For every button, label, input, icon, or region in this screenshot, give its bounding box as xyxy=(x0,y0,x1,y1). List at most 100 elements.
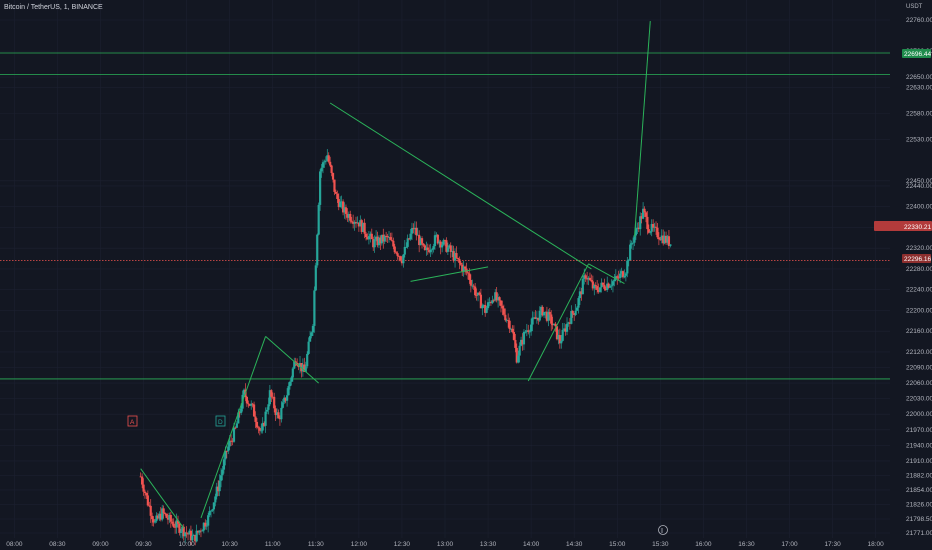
x-tick-label: 11:00 xyxy=(265,541,281,548)
candle-body xyxy=(565,323,569,332)
candle-body xyxy=(274,408,277,416)
candle-body xyxy=(664,235,668,243)
y-tick-label: 22120.00 xyxy=(906,349,932,356)
candle-body xyxy=(639,216,642,230)
candle-body xyxy=(657,237,660,240)
candle-body xyxy=(547,311,550,321)
candle-body xyxy=(637,227,640,230)
candle-body xyxy=(287,386,290,396)
candle-body xyxy=(339,201,342,208)
y-tick-label: 21854.00 xyxy=(906,487,932,494)
flag-icon[interactable] xyxy=(658,525,668,535)
candle-body xyxy=(662,235,665,244)
candle-body xyxy=(425,247,428,250)
candle-body xyxy=(300,362,303,372)
x-tick-label: 14:00 xyxy=(523,541,540,548)
candle-body xyxy=(317,204,320,235)
candle-body xyxy=(509,328,513,330)
y-tick-label: 21910.00 xyxy=(906,458,932,465)
x-tick-label: 18:00 xyxy=(868,541,885,548)
candle-body xyxy=(508,320,511,330)
y-tick-label: 22440.00 xyxy=(906,183,932,190)
candle-body xyxy=(166,517,170,520)
x-tick-label: 13:30 xyxy=(480,541,497,548)
candle-body xyxy=(327,155,330,162)
candle-body xyxy=(461,264,464,272)
candle-body xyxy=(336,193,339,199)
candle-body xyxy=(320,167,323,172)
candle-body xyxy=(321,162,325,168)
x-tick-label: 08:30 xyxy=(49,541,66,548)
candle-body xyxy=(522,331,526,345)
trade-markers: A D xyxy=(127,415,668,535)
candle-body xyxy=(303,364,306,372)
price-axis[interactable]: USDT 22760.0022700.0022650.0022630.00225… xyxy=(906,4,932,537)
candle-body xyxy=(195,530,198,542)
x-tick-label: 10:30 xyxy=(222,541,239,548)
candle-body xyxy=(192,534,195,536)
red-level-badge xyxy=(902,254,931,263)
candle-body xyxy=(354,222,358,224)
candle-body xyxy=(575,307,579,311)
y-tick-label: 22650.00 xyxy=(906,74,932,81)
candle-body xyxy=(587,277,590,280)
candle-body xyxy=(399,256,402,261)
candle-body xyxy=(397,256,401,257)
candle-body xyxy=(165,513,168,518)
time-axis[interactable]: 08:00 08:30 09:00 09:30 10:00 10:30 11:00 11:30… xyxy=(6,541,884,548)
candle-body xyxy=(527,330,530,332)
x-tick-label: 12:30 xyxy=(394,541,411,548)
candle-body xyxy=(403,246,406,255)
candle-body xyxy=(152,519,155,523)
candle-body xyxy=(468,273,471,280)
candle-body xyxy=(198,530,201,533)
candle-body xyxy=(275,412,279,416)
candle-body xyxy=(215,486,218,497)
candle-body xyxy=(153,521,157,523)
candle-body xyxy=(452,251,455,261)
candle-body xyxy=(620,271,623,274)
candle-body xyxy=(535,317,538,320)
candle-body xyxy=(586,278,589,280)
candle-body xyxy=(624,273,627,276)
candle-body xyxy=(347,214,350,218)
candle-body xyxy=(610,285,613,287)
candle-body xyxy=(613,279,616,282)
candle-body xyxy=(225,450,228,452)
candle-body xyxy=(310,332,313,337)
candle-body xyxy=(436,234,439,244)
x-tick-label: 14:30 xyxy=(566,541,583,548)
candle-body xyxy=(451,251,454,253)
candle-body xyxy=(512,332,516,340)
candle-body xyxy=(382,234,385,242)
candle-body xyxy=(560,340,563,344)
candle-body xyxy=(168,514,171,520)
candle-body xyxy=(485,308,488,313)
candle-body xyxy=(263,422,266,426)
candle-body xyxy=(448,245,451,248)
horizontal-levels xyxy=(0,52,890,380)
candle-body xyxy=(304,366,307,372)
candle-body xyxy=(324,160,327,162)
candle-body xyxy=(596,286,599,290)
candle-body xyxy=(297,365,300,368)
candle-body xyxy=(169,514,172,522)
candle-body xyxy=(319,171,322,205)
candle-body xyxy=(222,459,226,470)
candle-body xyxy=(418,234,421,246)
x-tick-label: 16:00 xyxy=(695,541,712,548)
candle-body xyxy=(189,530,193,541)
candle-body xyxy=(511,328,514,333)
marker-a: A xyxy=(130,419,135,426)
y-tick-label: 22240.00 xyxy=(906,287,932,294)
candle-body xyxy=(607,283,610,288)
candle-body xyxy=(474,286,477,296)
candle-body xyxy=(191,535,194,541)
candle-body xyxy=(505,319,508,321)
candle-body xyxy=(561,329,564,341)
y-tick-label: 22580.00 xyxy=(906,110,932,117)
candle-body xyxy=(644,212,648,217)
candle-body xyxy=(350,220,353,222)
